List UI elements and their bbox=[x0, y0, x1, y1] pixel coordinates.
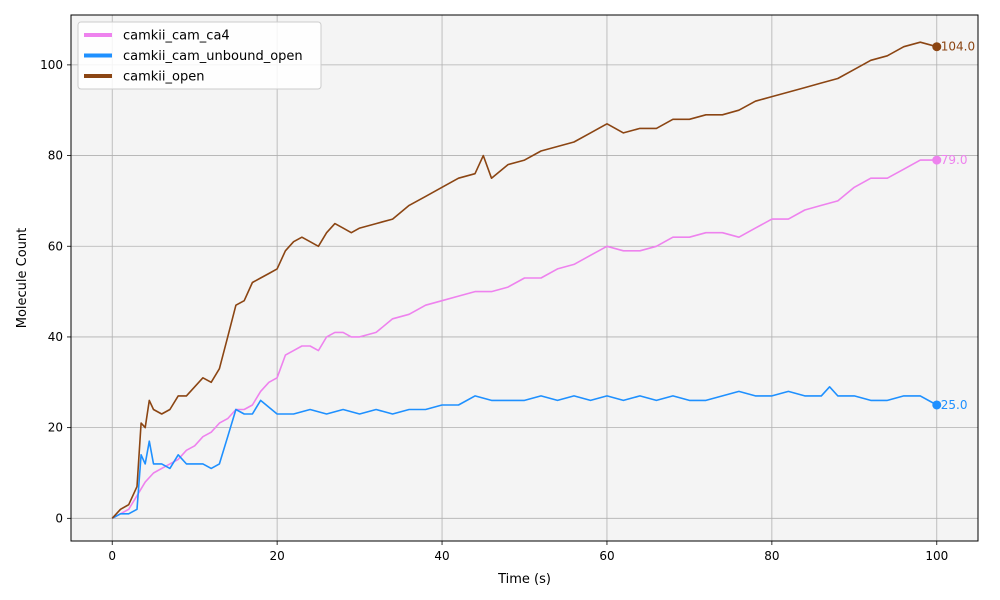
plot-frame bbox=[70, 14, 979, 542]
y-tick-label: 0 bbox=[55, 511, 63, 525]
x-tick-label: 100 bbox=[925, 549, 948, 563]
series-end-label: 104.0 bbox=[941, 40, 975, 54]
y-tick-label: 100 bbox=[40, 58, 63, 72]
legend-box bbox=[77, 21, 322, 90]
series-line bbox=[111, 385, 938, 520]
y-tick-label: 40 bbox=[48, 330, 63, 344]
x-tick-label: 0 bbox=[108, 549, 116, 563]
legend: camkii_cam_ca4 camkii_cam_unbound_opencam… bbox=[77, 21, 322, 90]
y-tick-label: 20 bbox=[48, 421, 63, 435]
x-tick-label: 20 bbox=[269, 549, 284, 563]
x-axis-label: Time (s) bbox=[497, 572, 551, 587]
legend-label: camkii_open bbox=[123, 70, 204, 85]
series-end-marker bbox=[932, 155, 942, 165]
legend-label: camkii_cam_unbound_open bbox=[123, 49, 303, 64]
series-end-label: 79.0 bbox=[941, 153, 968, 167]
axis-ticks: 0 20 40 60 80 100 0 20 40 60 80 100 bbox=[40, 58, 948, 563]
x-tick-label: 60 bbox=[599, 549, 614, 563]
x-tick-label: 40 bbox=[434, 549, 449, 563]
y-axis-label: Molecule Count bbox=[15, 228, 30, 329]
series-line bbox=[111, 41, 938, 519]
series-lines: 79.0 25.0 104.0 bbox=[111, 40, 975, 520]
series-end-label: 25.0 bbox=[941, 398, 968, 412]
legend-label: camkii_cam_ca4 bbox=[123, 29, 230, 44]
series-end-marker bbox=[932, 42, 942, 52]
grid-lines bbox=[71, 15, 978, 541]
y-tick-label: 60 bbox=[48, 239, 63, 253]
y-tick-label: 80 bbox=[48, 149, 63, 163]
series-line bbox=[111, 159, 937, 520]
series-end-marker bbox=[932, 400, 942, 410]
x-tick-label: 80 bbox=[764, 549, 779, 563]
